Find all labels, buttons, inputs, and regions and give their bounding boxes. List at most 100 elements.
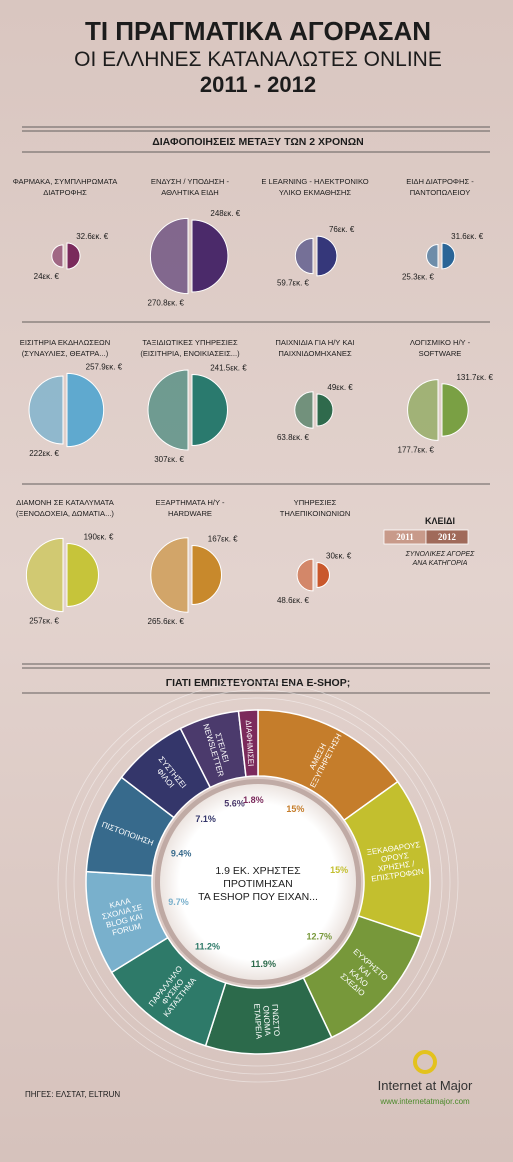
half-circle-2012 bbox=[66, 372, 105, 448]
category-label: ΠΑΙΧΝΙΔΙΑ ΓΙΑ Η/Υ ΚΑΙ bbox=[275, 338, 354, 347]
inner-circle bbox=[160, 784, 356, 980]
value-label-2012: 76εκ. € bbox=[329, 225, 355, 234]
half-circle-2011 bbox=[150, 537, 189, 613]
title-line: 2011 - 2012 bbox=[200, 72, 316, 97]
half-circle-2012 bbox=[316, 393, 334, 427]
center-text: ΤΑ ESHOP ΠΟΥ ΕΙΧΑΝ... bbox=[198, 891, 318, 903]
key-box bbox=[425, 529, 469, 545]
half-circle-2011 bbox=[149, 217, 189, 295]
value-label-2011: 222εκ. € bbox=[29, 449, 59, 458]
percent-label: 9.7% bbox=[168, 897, 189, 907]
value-label-2012: 248εκ. € bbox=[210, 209, 240, 218]
half-circle-2012 bbox=[316, 235, 338, 277]
category-label: ΛΟΓΙΣΜΙΚΟ Η/Υ - bbox=[410, 338, 471, 347]
percent-label: 15% bbox=[286, 804, 304, 814]
section-title: ΔΙΑΦΟΠΟΙΗΣΕΙΣ ΜΕΤΑΞΥ ΤΩΝ 2 ΧΡΟΝΩΝ bbox=[152, 136, 364, 148]
value-label-2011: 270.8εκ. € bbox=[148, 299, 185, 308]
half-circle-2012 bbox=[66, 242, 81, 270]
category-label: (ΣΥΝΑΥΛΙΕΣ, ΘΕΑΤΡΑ...) bbox=[22, 349, 109, 358]
value-label-2011: 63.8εκ. € bbox=[277, 433, 310, 442]
half-circle-2011 bbox=[294, 237, 314, 275]
decorative-rings bbox=[57, 681, 459, 1083]
brand: Internet at Major bbox=[378, 1078, 473, 1093]
segment-label: ΓΝΩΣΤΟΟΝΟΜΑΕΤΑΙΡΕΙΑ bbox=[252, 1002, 281, 1040]
half-circle-2011 bbox=[294, 391, 314, 429]
segment-label: ΚΑΛΑΣΧΟΛΙΑ ΣΕBLOG ΚΑΙFORUM bbox=[99, 894, 148, 939]
category-label: ΑΘΛΗΤΙΚΑ ΕΙΔΗ bbox=[161, 188, 219, 197]
category-label: (ΞΕΝΟΔΟΧΕΙΑ, ΔΩΜΑΤΙΑ...) bbox=[16, 509, 114, 518]
key-note: ΑΝΑ ΚΑΤΗΓΟΡΙΑ bbox=[412, 560, 468, 567]
segment-label-line: ΓΝΩΣΤΟ bbox=[270, 1004, 281, 1037]
percent-label: 5.6% bbox=[224, 798, 245, 808]
category-label: SOFTWARE bbox=[419, 349, 462, 358]
section-title: ΓΙΑΤΙ ΕΜΠΙΣΤΕΥΟΝΤΑΙ ΕΝΑ E-SHOP; bbox=[166, 677, 350, 689]
key-note: ΣΥΝΟΛΙΚΕΣ ΑΓΟΡΕΣ bbox=[405, 551, 476, 558]
value-label-2011: 257εκ. € bbox=[29, 617, 59, 626]
half-circle-2011 bbox=[407, 379, 439, 441]
category-label: ΕΙΔΗ ΔΙΑΤΡΟΦΗΣ - bbox=[406, 177, 474, 186]
percent-label: 15% bbox=[330, 865, 348, 875]
key-title: ΚΛΕΙΔΙ bbox=[425, 516, 455, 526]
category-label: HARDWARE bbox=[168, 509, 212, 518]
percent-label: 7.1% bbox=[195, 814, 216, 824]
key-year: 2012 bbox=[438, 532, 457, 542]
value-label-2011: 265.6εκ. € bbox=[148, 617, 185, 626]
logo-ring bbox=[413, 1050, 437, 1074]
half-circle-2011 bbox=[25, 537, 64, 613]
value-label-2011: 24εκ. € bbox=[34, 272, 60, 281]
brand-url: www.internetatmajor.com bbox=[379, 1097, 470, 1106]
half-circle-2011 bbox=[28, 375, 64, 445]
segment-label-line: ΟΡΟΥΣ bbox=[380, 851, 409, 864]
segment-label-line: ΟΝΟΜΑ bbox=[261, 1005, 272, 1036]
value-label-2011: 25.3εκ. € bbox=[402, 272, 435, 281]
category-label: ΠΑΝΤΟΠΩΛΕΙΟΥ bbox=[410, 188, 471, 197]
segment-label-line: ΕΤΑΙΡΕΙΑ bbox=[252, 1003, 263, 1040]
title-line: ΟΙ ΕΛΛΗΝΕΣ ΚΑΤΑΝΑΛΩΤΕΣ ONLINE bbox=[74, 48, 442, 71]
value-label-2012: 167εκ. € bbox=[208, 534, 238, 543]
title-line: ΤΙ ΠΡΑΓΜΑΤΙΚΑ ΑΓΟΡΑΣΑΝ bbox=[85, 16, 431, 46]
value-label-2011: 177.7εκ. € bbox=[398, 445, 435, 454]
center-text: 1.9 ΕΚ. ΧΡΗΣΤΕΣ bbox=[215, 865, 301, 877]
percent-label: 11.9% bbox=[251, 959, 276, 969]
sources: ΠΗΓΕΣ: ΕΛΣΤΑΤ, ELTRUN bbox=[25, 1090, 120, 1099]
half-circle-2012 bbox=[441, 383, 469, 437]
half-circle-2011 bbox=[296, 558, 314, 592]
value-label-2012: 32.6εκ. € bbox=[76, 232, 109, 241]
half-circle-2012 bbox=[441, 242, 456, 270]
category-label: ΦΑΡΜΑΚΑ, ΣΥΜΠΛΗΡΩΜΑΤΑ bbox=[13, 177, 118, 186]
segment-label: ΔΙΑΦΗΜΙΣΕΙ bbox=[244, 720, 256, 767]
half-circle-2011 bbox=[426, 244, 439, 268]
category-label: ΥΛΙΚΟ ΕΚΜΑΘΗΣΗΣ bbox=[279, 188, 351, 197]
value-label-2012: 190εκ. € bbox=[84, 533, 114, 542]
category-label: ΔΙΑΜΟΝΗ ΣΕ ΚΑΤΑΛΥΜΑΤΑ bbox=[16, 498, 115, 507]
ring-segment bbox=[237, 709, 259, 778]
value-label-2011: 307εκ. € bbox=[154, 455, 184, 464]
half-circle-2012 bbox=[191, 544, 222, 606]
value-label-2012: 131.7εκ. € bbox=[456, 373, 493, 382]
percent-label: 1.8% bbox=[243, 795, 264, 805]
center-text: ΠΡΟΤΙΜΗΣΑΝ bbox=[223, 878, 293, 890]
half-circle-2011 bbox=[147, 369, 189, 451]
category-label: E LEARNING - ΗΛΕΚΤΡΟΝΙΚΟ bbox=[261, 177, 368, 186]
half-circle-2012 bbox=[66, 543, 99, 607]
value-label-2012: 241.5εκ. € bbox=[210, 364, 247, 373]
category-label: ΠΑΙΧΝΙΔΟΜΗΧΑΝΕΣ bbox=[278, 349, 352, 358]
key-year: 2011 bbox=[396, 532, 414, 542]
category-label: ΤΑΞΙΔΙΩΤΙΚΕΣ ΥΠΗΡΕΣΙΕΣ bbox=[142, 338, 238, 347]
value-label-2011: 59.7εκ. € bbox=[277, 279, 310, 288]
half-circle-2011 bbox=[51, 244, 64, 268]
segment-label-line: ΔΙΑΦΗΜΙΣΕΙ bbox=[244, 720, 256, 767]
value-label-2011: 48.6εκ. € bbox=[277, 596, 310, 605]
half-circle-2012 bbox=[191, 374, 228, 446]
category-label: ΕΞΑΡΤΗΜΑΤΑ Η/Υ - bbox=[155, 498, 225, 507]
percent-label: 11.2% bbox=[195, 942, 220, 952]
category-label: (ΕΙΣΙΤΗΡΙΑ, ΕΝΟΙΚΙΑΣΕΙΣ...) bbox=[140, 349, 240, 358]
value-label-2012: 49εκ. € bbox=[327, 383, 353, 392]
percent-label: 9.4% bbox=[171, 848, 192, 858]
value-label-2012: 31.6εκ. € bbox=[451, 232, 484, 241]
section-rules bbox=[22, 126, 490, 694]
category-label: ΔΙΑΤΡΟΦΗΣ bbox=[43, 188, 87, 197]
value-label-2012: 30εκ. € bbox=[326, 551, 352, 560]
